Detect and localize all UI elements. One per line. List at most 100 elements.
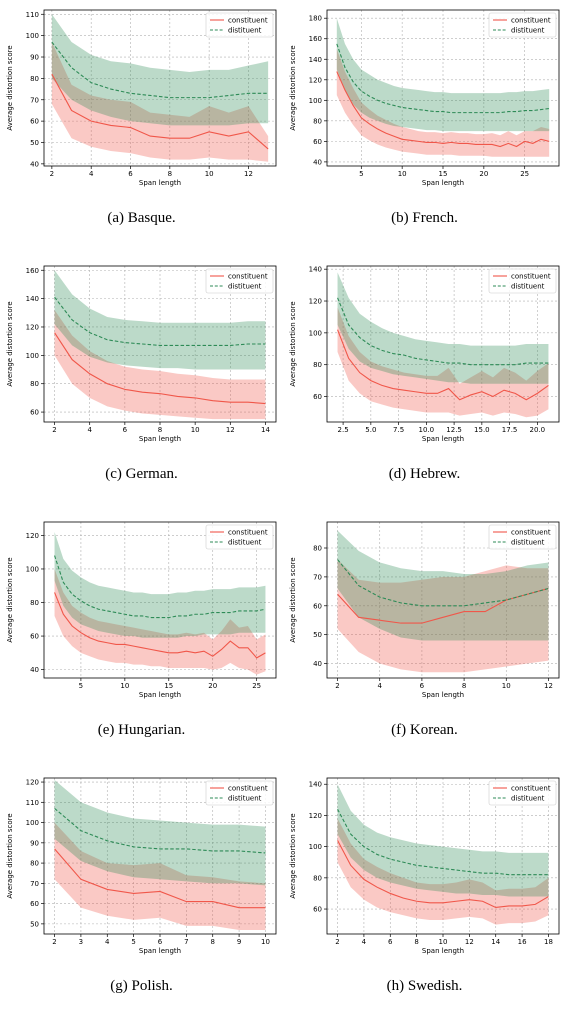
series-band: [54, 822, 266, 930]
x-tick-label: 10.0: [419, 426, 435, 434]
x-tick-label: 14: [491, 938, 500, 946]
legend-label: distituent: [511, 795, 545, 803]
x-tick-label: 6: [388, 938, 393, 946]
series-line-distituent: [337, 297, 549, 366]
y-tick-label: 40: [313, 158, 322, 166]
y-tick-label: 90: [30, 839, 39, 847]
legend: constituent distituent: [205, 268, 274, 294]
series-line-distituent: [337, 808, 549, 876]
x-axis-label: Span length: [139, 947, 181, 955]
y-tick-label: 50: [30, 920, 39, 928]
series-band: [337, 784, 549, 897]
chart-panel-a: 2 4 6 8 10 12 40 50 60 70 80 90 100 110 Span length Ave…: [0, 0, 283, 256]
legend-box: [205, 12, 274, 38]
y-tick-label: 40: [313, 660, 322, 668]
series-line-constituent: [54, 848, 266, 909]
y-tick-label: 60: [313, 393, 322, 401]
y-axis-label: Average distortion score: [6, 45, 14, 130]
legend-label: distituent: [228, 539, 262, 547]
y-tick-label: 40: [30, 160, 39, 168]
x-tick-label: 25: [520, 170, 529, 178]
y-tick-label: 60: [30, 118, 39, 126]
y-tick-label: 120: [26, 532, 39, 540]
series-constituent: [54, 822, 266, 930]
y-axis-label: Average distortion score: [6, 813, 14, 898]
x-tick-label: 10: [502, 682, 511, 690]
y-tick-label: 80: [313, 874, 322, 882]
plot-frame: [326, 265, 560, 423]
x-tick-label: 12: [465, 938, 474, 946]
legend-label: constituent: [228, 273, 268, 281]
x-tick-label: 5: [131, 938, 135, 946]
legend-box: [488, 12, 557, 38]
x-tick-label: 8: [414, 938, 418, 946]
series-band: [336, 49, 550, 157]
x-tick-label: 4: [105, 938, 110, 946]
legend-label: distituent: [511, 539, 545, 547]
chart-svg: 5 10 15 20 25 40 60 80 100 120 Span length Average …: [6, 521, 277, 699]
chart-panel-b: 5 10 15 20 25 40 60 80 100 120 140 160 180 Span lengt…: [283, 0, 566, 256]
x-axis-label: Span length: [422, 179, 464, 187]
x-tick-label: 7: [184, 938, 188, 946]
series-line-distituent: [54, 296, 266, 346]
chart-panel-f: 2 4 6 8 10 12 40 50 60 70 80 Span length Average dis…: [283, 512, 566, 768]
chart-svg: 2 4 6 8 10 12 14 16 18 60 80 100 120 140 Span length Av…: [289, 777, 560, 955]
y-tick-label: 60: [313, 602, 322, 610]
y-tick-label: 140: [309, 781, 322, 789]
y-tick-label: 100: [26, 352, 39, 360]
y-axis-label: Average distortion score: [289, 45, 297, 130]
series-band: [51, 42, 269, 162]
chart-panel-c: 2 4 6 8 10 12 14 60 80 100 120 140 160 Span length Ave…: [0, 256, 283, 512]
x-tick-label: 6: [123, 426, 128, 434]
y-tick-label: 180: [309, 15, 322, 23]
x-tick-label: 5.0: [365, 426, 376, 434]
x-tick-label: 2.5: [338, 426, 349, 434]
x-tick-label: 10: [439, 938, 448, 946]
chart-panel-g: 2 3 4 5 6 7 8 9 10 50 60 70 80 90 100 110 120 Span length…: [0, 768, 283, 1024]
y-tick-label: 70: [30, 96, 39, 104]
series-line-distituent: [336, 43, 550, 114]
x-tick-label: 18: [544, 938, 553, 946]
series-line-constituent: [337, 840, 549, 909]
y-tick-label: 120: [26, 323, 39, 331]
x-tick-label: 5: [359, 170, 363, 178]
legend-box: [205, 268, 274, 294]
y-tick-label: 60: [313, 906, 322, 914]
chart-caption: (b) French.: [391, 210, 458, 226]
chart-panel-h: 2 4 6 8 10 12 14 16 18 60 80 100 120 140 Span length Av…: [283, 768, 566, 1024]
x-tick-label: 4: [362, 938, 367, 946]
x-tick-label: 16: [518, 938, 527, 946]
legend-label: distituent: [228, 283, 262, 291]
x-axis-label: Span length: [422, 947, 464, 955]
series-constituent: [337, 818, 549, 925]
x-tick-label: 25: [252, 682, 261, 690]
series-band: [336, 18, 550, 132]
series-line-distituent: [54, 555, 266, 619]
y-tick-label: 100: [309, 843, 322, 851]
y-tick-label: 80: [313, 545, 322, 553]
series-band: [337, 272, 549, 384]
y-axis-label: Average distortion score: [289, 301, 297, 386]
series-band: [337, 530, 549, 641]
x-tick-label: 12: [244, 170, 253, 178]
x-tick-label: 8: [158, 426, 162, 434]
y-axis-label: Average distortion score: [6, 301, 14, 386]
legend-label: constituent: [228, 529, 268, 537]
series-line-distituent: [51, 41, 269, 99]
series-constituent: [54, 309, 266, 420]
x-tick-label: 15: [164, 682, 173, 690]
y-tick-label: 80: [313, 361, 322, 369]
grid: [44, 778, 276, 934]
series-distituent: [336, 18, 550, 132]
y-tick-label: 160: [309, 35, 322, 43]
plot-frame: [326, 521, 560, 679]
series-line-constituent: [54, 332, 266, 405]
legend-label: constituent: [511, 529, 551, 537]
x-tick-label: 10: [261, 938, 270, 946]
y-tick-label: 90: [30, 54, 39, 62]
plot-frame: [43, 521, 277, 679]
y-tick-label: 110: [26, 11, 39, 19]
y-tick-label: 60: [30, 633, 39, 641]
y-tick-label: 80: [30, 860, 39, 868]
x-tick-label: 15: [439, 170, 448, 178]
